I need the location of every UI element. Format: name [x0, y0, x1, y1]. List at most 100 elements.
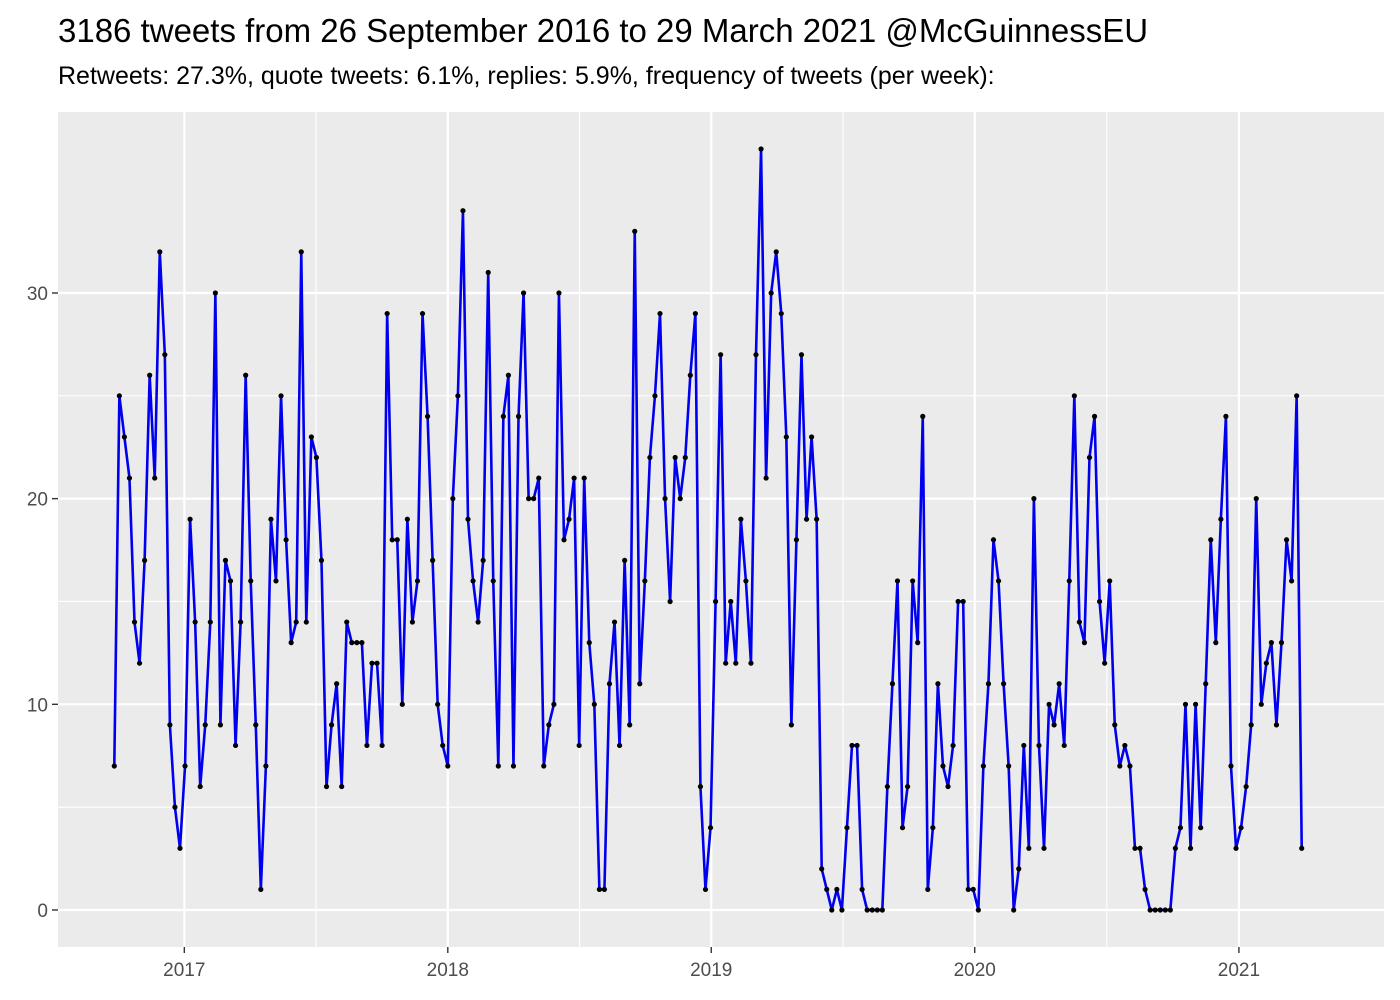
data-point: [510, 763, 517, 769]
data-point: [960, 598, 966, 605]
data-point: [253, 722, 259, 728]
data-point: [273, 578, 279, 584]
data-point: [217, 722, 224, 728]
data-point: [1233, 845, 1239, 851]
data-point: [995, 578, 1002, 584]
data-point: [263, 763, 269, 769]
data-point: [1253, 496, 1259, 502]
data-point: [475, 619, 481, 625]
data-point: [1137, 845, 1143, 851]
data-point: [940, 763, 946, 769]
data-point: [1228, 763, 1234, 769]
data-point: [339, 783, 345, 790]
data-point: [450, 496, 456, 502]
data-point: [238, 619, 244, 625]
data-point: [344, 619, 350, 625]
data-point: [910, 578, 916, 584]
data-point: [692, 310, 698, 317]
data-point: [465, 516, 471, 522]
data-point: [1051, 722, 1057, 728]
data-point: [440, 742, 446, 749]
data-point: [682, 454, 688, 461]
data-point: [980, 763, 986, 769]
data-point: [869, 907, 875, 913]
y-tick-label: 0: [37, 901, 48, 922]
y-tick-label: 20: [27, 490, 48, 511]
data-point: [116, 393, 122, 399]
data-point: [1193, 701, 1199, 707]
data-point: [293, 619, 299, 625]
data-point: [283, 537, 289, 543]
data-point: [136, 660, 143, 666]
data-point: [758, 146, 764, 152]
data-point: [424, 413, 431, 419]
data-point: [677, 496, 683, 502]
data-point: [955, 598, 961, 605]
x-tick-label: 2017: [163, 960, 205, 981]
data-point: [803, 516, 810, 522]
data-point: [1218, 516, 1224, 522]
data-point: [1147, 907, 1153, 913]
data-point: [920, 413, 926, 419]
data-point: [1001, 681, 1007, 687]
data-point: [834, 886, 840, 893]
data-point: [571, 475, 577, 481]
data-point: [364, 742, 370, 749]
data-point: [738, 516, 744, 522]
data-point: [899, 825, 906, 831]
chart-subtitle: Retweets: 27.3%, quote tweets: 6.1%, rep…: [58, 62, 995, 90]
data-point: [697, 783, 704, 790]
data-point: [258, 886, 264, 893]
data-point: [152, 475, 158, 481]
data-point: [1203, 681, 1209, 687]
data-point: [399, 701, 405, 707]
data-point: [526, 496, 532, 502]
data-point: [1208, 537, 1214, 543]
data-point: [414, 578, 421, 584]
data-point: [303, 619, 309, 625]
data-point: [192, 619, 198, 625]
data-point: [622, 557, 628, 563]
data-point: [894, 578, 901, 584]
data-point: [859, 886, 865, 893]
data-point: [657, 310, 663, 317]
data-point: [384, 310, 390, 317]
data-point: [379, 742, 385, 749]
data-point: [778, 310, 784, 317]
data-point: [323, 783, 330, 790]
data-point: [1162, 907, 1168, 913]
data-point: [601, 886, 608, 893]
data-point: [1112, 722, 1118, 728]
data-point: [470, 578, 476, 584]
data-point: [485, 269, 491, 276]
data-point: [1289, 578, 1295, 584]
data-point: [712, 598, 719, 605]
data-point: [652, 393, 658, 399]
data-point: [1011, 907, 1017, 913]
data-point: [1182, 701, 1189, 707]
data-point: [1152, 907, 1158, 913]
data-point: [1187, 845, 1194, 851]
data-point: [212, 290, 218, 296]
data-point: [187, 516, 193, 522]
data-point: [1102, 660, 1108, 666]
data-point: [318, 557, 325, 563]
data-point: [435, 701, 441, 707]
data-point: [1177, 825, 1184, 831]
data-point: [783, 434, 789, 440]
data-point: [197, 783, 203, 790]
data-point: [1036, 742, 1042, 749]
data-point: [359, 640, 365, 646]
data-point: [915, 640, 921, 646]
data-point: [202, 722, 208, 728]
data-point: [596, 886, 602, 893]
data-point: [162, 352, 168, 358]
data-point: [313, 454, 320, 461]
data-point: [723, 660, 729, 666]
data-point: [627, 722, 633, 728]
data-point: [1006, 763, 1012, 769]
data-point: [1016, 866, 1022, 872]
data-point: [1167, 907, 1173, 913]
data-point: [374, 660, 380, 666]
data-point: [1238, 825, 1244, 831]
